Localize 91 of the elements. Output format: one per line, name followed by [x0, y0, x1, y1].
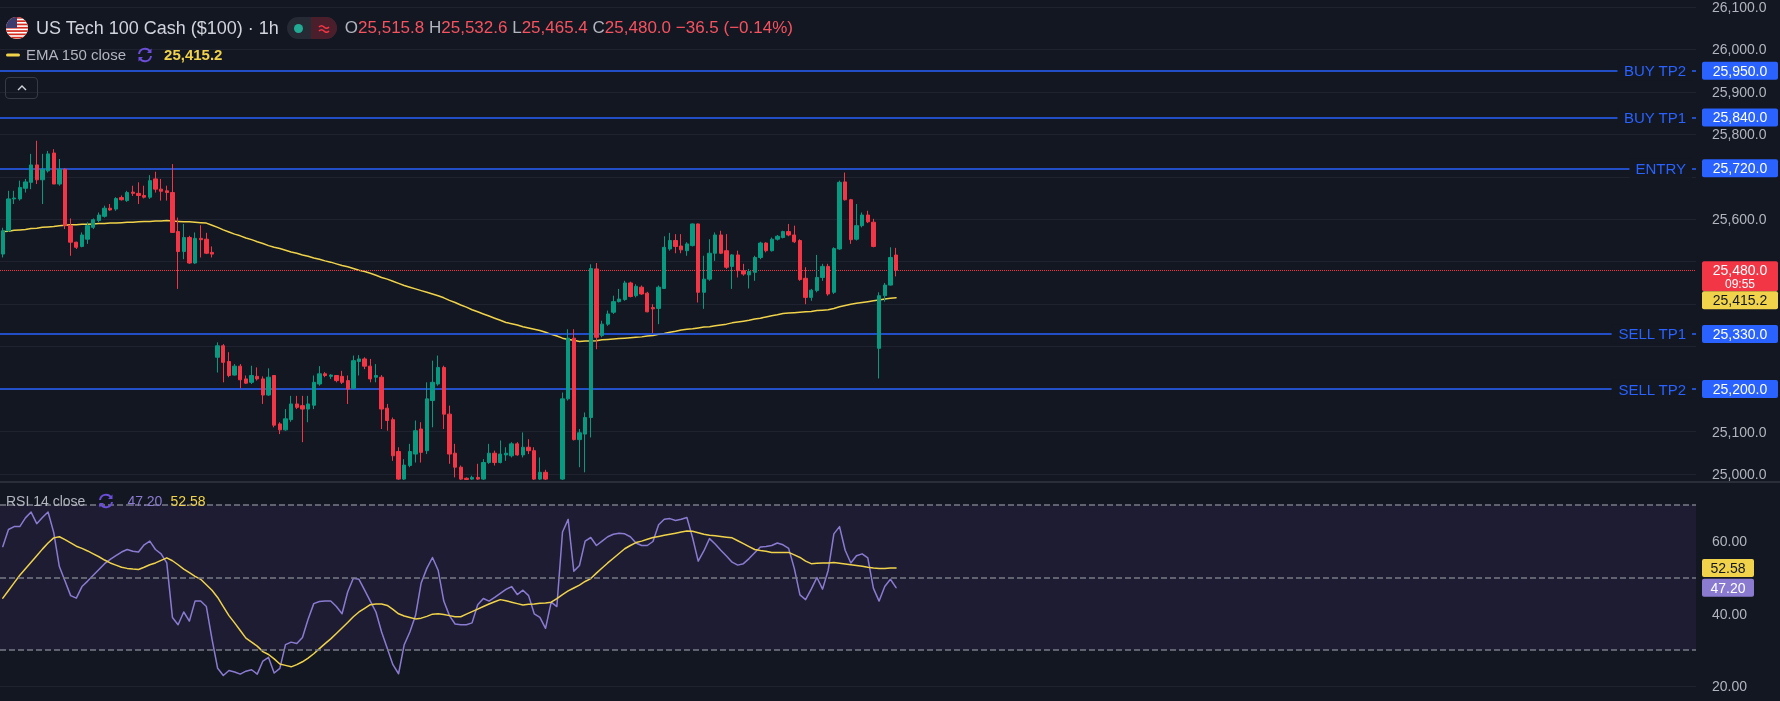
candlestick — [572, 328, 576, 441]
line-series — [2, 219, 897, 343]
candlestick — [35, 140, 39, 185]
ref-line-label: 25,840.0 — [1712, 109, 1768, 126]
candlestick — [538, 456, 542, 481]
candlestick — [148, 174, 152, 200]
candlestick — [227, 351, 231, 378]
y-tick-label: 25,000.0 — [1712, 466, 1767, 483]
candlestick — [628, 281, 633, 298]
candlestick — [543, 469, 548, 481]
y-tick-label: 25,600.0 — [1712, 211, 1767, 228]
text: BUY TP1 — [1624, 108, 1686, 126]
candlestick — [515, 441, 519, 457]
candlestick — [114, 196, 118, 212]
candlestick — [255, 366, 259, 382]
text: ENTRY — [1635, 159, 1686, 177]
candlestick — [374, 363, 378, 383]
text: 25,415.2 — [1712, 292, 1768, 309]
annotation: 25,415.2 — [164, 46, 223, 63]
legend-label: EMA 150 close — [26, 46, 127, 63]
candlestick — [747, 268, 751, 289]
candlestick — [272, 374, 276, 428]
candlestick — [606, 310, 610, 327]
candlestick — [306, 395, 310, 423]
candlestick — [232, 363, 237, 377]
ref-line-label: 25,950.0 — [1712, 62, 1768, 79]
candlestick — [119, 195, 124, 202]
candlestick — [329, 373, 333, 380]
candlestick — [730, 253, 734, 290]
candlestick — [849, 198, 853, 245]
y-tick-label: 25,900.0 — [1712, 83, 1767, 100]
candlestick — [266, 367, 271, 397]
text: BUY TP2 — [1624, 62, 1686, 80]
text: SELL TP1 — [1618, 325, 1686, 343]
ref-line-label: 25,720.0 — [1712, 160, 1768, 177]
candlestick — [764, 241, 768, 253]
text: US Tech 100 Cash ($100) · 1h — [36, 17, 279, 39]
y-tick-label: 26,100.0 — [1712, 0, 1767, 15]
candlestick — [600, 320, 604, 338]
candlestick — [419, 421, 423, 464]
line-series — [2, 530, 897, 668]
candlestick — [323, 371, 327, 378]
y-tick-label: 60.00 — [1712, 533, 1748, 550]
candlestick — [125, 190, 129, 203]
candlestick — [221, 343, 225, 383]
candlestick — [589, 263, 593, 438]
ref-line-label: 25,200.0 — [1712, 381, 1768, 398]
candlestick — [492, 450, 497, 467]
candlestick — [249, 365, 254, 385]
text: 09:55 — [1724, 277, 1756, 292]
annotation: 52.58 — [170, 493, 206, 509]
y-tick-label: 40.00 — [1712, 605, 1748, 622]
candlestick — [52, 148, 56, 185]
y-tick-label: 25,800.0 — [1712, 126, 1767, 143]
candlestick — [866, 210, 870, 224]
text: SELL TP2 — [1618, 380, 1686, 398]
ref-line-label: 25,480.0 — [1712, 262, 1768, 279]
annotation: 47.20 — [127, 493, 163, 509]
candlestick — [278, 421, 282, 435]
candlestick — [843, 172, 847, 202]
candlestick — [521, 431, 525, 458]
y2-tick-label: 47.20 — [1710, 579, 1746, 596]
candlestick — [871, 218, 876, 248]
candlestick — [498, 439, 502, 464]
candlestick — [346, 375, 350, 405]
y-tick-label: 26,000.0 — [1712, 41, 1767, 58]
candlestick — [182, 223, 186, 260]
candlestick — [668, 232, 672, 252]
candlestick — [57, 158, 62, 187]
y-tick-label: 20.00 — [1712, 678, 1748, 695]
y2-tick-label: 52.58 — [1710, 560, 1746, 577]
candlestick — [238, 363, 242, 389]
candlestick — [261, 375, 265, 405]
candlestick — [809, 288, 813, 302]
candlestick — [108, 203, 112, 212]
candlestick — [651, 303, 655, 334]
candlestick — [215, 341, 220, 374]
candlestick — [476, 463, 480, 481]
candlestick — [193, 231, 197, 265]
candlestick — [877, 291, 881, 379]
text: O25,515.8 H25,532.6 L25,465.4 C25,480.0 −36.5 (−0.14%) — [344, 18, 793, 37]
candlestick — [623, 280, 627, 302]
y-tick-label: 25,100.0 — [1712, 423, 1767, 440]
candlestick — [470, 475, 474, 481]
text: RSI 14 close — [6, 493, 86, 509]
candlestick — [187, 235, 192, 265]
candlestick — [402, 458, 406, 481]
candlestick — [244, 375, 248, 385]
line-series — [2, 511, 897, 677]
ref-line-label: 25,330.0 — [1712, 325, 1768, 342]
candlestick — [634, 283, 638, 298]
